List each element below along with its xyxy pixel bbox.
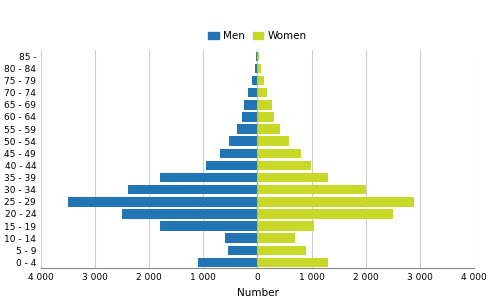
X-axis label: Number: Number xyxy=(237,288,278,298)
Bar xyxy=(257,64,261,73)
Bar xyxy=(257,233,296,243)
Bar xyxy=(128,185,257,194)
Bar xyxy=(257,161,310,170)
Bar xyxy=(257,246,306,255)
Bar xyxy=(198,258,257,267)
Bar xyxy=(225,233,257,243)
Bar xyxy=(257,100,272,110)
Bar xyxy=(68,197,257,207)
Bar xyxy=(248,88,257,98)
Bar xyxy=(219,149,257,158)
Bar xyxy=(257,258,328,267)
Bar xyxy=(257,112,273,122)
Bar xyxy=(229,137,257,146)
Bar xyxy=(257,197,414,207)
Bar xyxy=(257,221,314,231)
Bar xyxy=(244,100,257,110)
Bar xyxy=(257,185,366,194)
Bar xyxy=(257,76,264,85)
Bar xyxy=(257,137,289,146)
Bar xyxy=(243,112,257,122)
Bar xyxy=(257,52,259,61)
Bar xyxy=(257,88,267,98)
Bar xyxy=(160,173,257,182)
Bar xyxy=(206,161,257,170)
Bar xyxy=(257,149,301,158)
Bar xyxy=(237,124,257,134)
Bar xyxy=(256,52,257,61)
Bar xyxy=(122,209,257,219)
Bar xyxy=(257,173,328,182)
Bar xyxy=(257,209,393,219)
Bar xyxy=(257,124,280,134)
Bar xyxy=(255,64,257,73)
Bar xyxy=(252,76,257,85)
Legend: Men, Women: Men, Women xyxy=(204,27,311,46)
Bar xyxy=(160,221,257,231)
Bar xyxy=(228,246,257,255)
